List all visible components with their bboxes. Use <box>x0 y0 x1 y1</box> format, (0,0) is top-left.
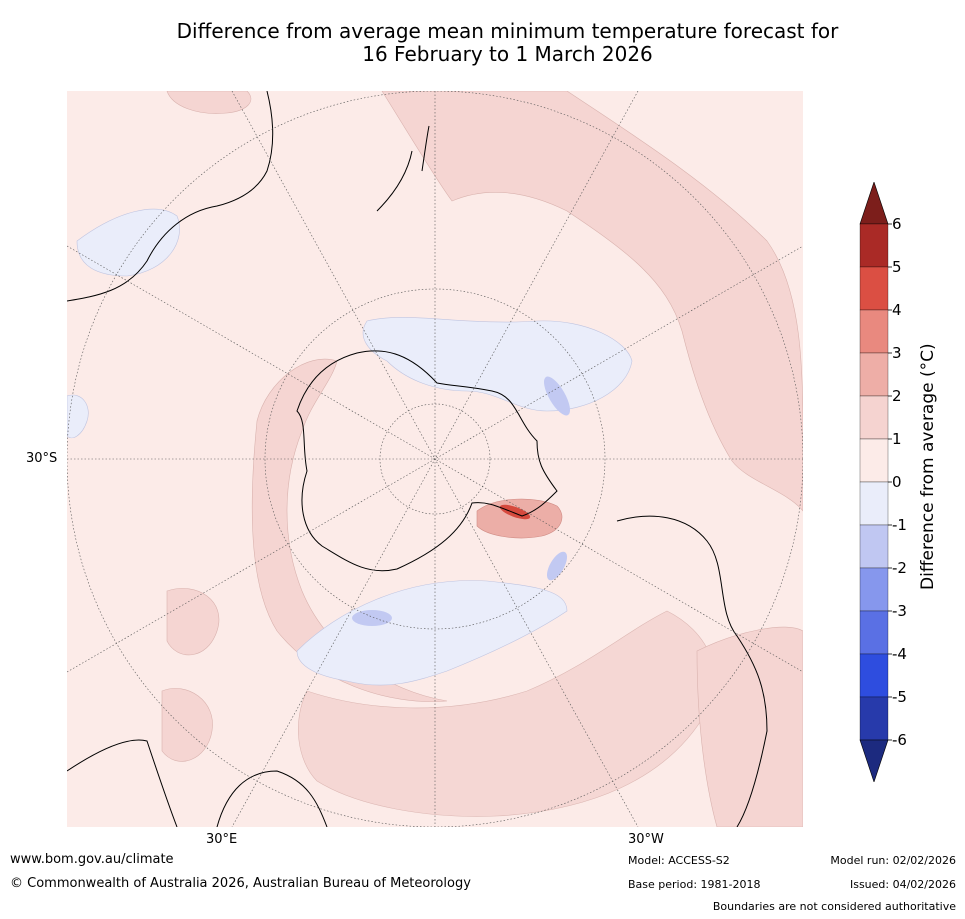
title-line-1: Difference from average mean minimum tem… <box>176 19 839 43</box>
colorbar-tick-label: 3 <box>892 344 902 362</box>
anomaly-patch-east <box>696 626 803 827</box>
lon-label-30e: 30°E <box>206 832 238 847</box>
map-title: Difference from average mean minimum tem… <box>0 20 965 66</box>
anomaly-cool-ross <box>296 580 568 686</box>
antarctica-coastline <box>296 350 558 572</box>
anomaly-cool-patch-3 <box>352 610 392 626</box>
colorbar-block <box>859 696 889 741</box>
colorbar-block <box>859 610 889 655</box>
lon-label-30w: 30°W <box>628 832 664 847</box>
colorbar-tick-label: -1 <box>892 516 907 534</box>
anomaly-patch-nw <box>166 91 252 114</box>
colorbar-tick-label: -2 <box>892 559 907 577</box>
colorbar-title: Difference from average (°C) <box>918 343 938 590</box>
colorbar-tick-label: -3 <box>892 602 907 620</box>
colorbar-block <box>859 309 889 354</box>
colorbar-tick-label: 0 <box>892 473 902 491</box>
colorbar-block <box>859 481 889 526</box>
colorbar-block <box>859 223 889 268</box>
colorbar-tick-label: -4 <box>892 645 907 663</box>
colorbar-block <box>859 524 889 569</box>
anomaly-cool-patch-2 <box>546 551 568 581</box>
colorbar-extend-max <box>859 182 889 225</box>
colorbar-extend-min <box>859 739 889 782</box>
footer-model-run: Model run: 02/02/2026 <box>830 854 956 867</box>
anomaly-band-pacific <box>381 91 803 512</box>
lat-label-30s: 30°S <box>26 451 58 466</box>
new-zealand-coastline <box>376 125 430 212</box>
anomaly-patch-west <box>166 588 220 656</box>
footer-issued: Issued: 04/02/2026 <box>849 878 956 891</box>
colorbar-tick-label: -6 <box>892 731 907 749</box>
anomaly-cool-indian <box>76 208 180 277</box>
colorbar-tick-label: 1 <box>892 430 902 448</box>
anomaly-cool-weddell <box>362 317 633 412</box>
colorbar-block <box>859 352 889 397</box>
colorbar-block <box>859 266 889 311</box>
colorbar-block <box>859 567 889 612</box>
colorbar-block <box>859 395 889 440</box>
colorbar: 6 5 4 3 2 1 0 -1 -2 -3 -4 -5 -6 <box>859 182 907 782</box>
anomaly-cool-patch-1 <box>544 376 570 416</box>
colorbar-block <box>859 653 889 698</box>
colorbar-tick-label: 6 <box>892 215 902 233</box>
footer-website[interactable]: www.bom.gov.au/climate <box>10 852 174 867</box>
footer-model: Model: ACCESS-S2 <box>628 854 730 867</box>
south-america-coastline <box>616 515 768 827</box>
polar-anomaly-map <box>67 91 803 827</box>
colorbar-tick-label: 4 <box>892 301 902 319</box>
footer-base-period: Base period: 1981-2018 <box>628 878 761 891</box>
graticule <box>67 91 803 827</box>
footer-copyright: © Commonwealth of Australia 2026, Austra… <box>10 876 471 891</box>
title-line-2: 16 February to 1 March 2026 <box>362 42 653 66</box>
anomaly-cool-left-edge <box>67 394 89 439</box>
colorbar-block <box>859 438 889 483</box>
anomaly-patch-southwest <box>161 688 213 762</box>
colorbar-tick-label: 5 <box>892 258 902 276</box>
footer-disclaimer: Boundaries are not considered authoritat… <box>712 900 956 913</box>
anomaly-warm-peninsula <box>476 498 563 539</box>
colorbar-tick-label: -5 <box>892 688 907 706</box>
australia-coastline <box>67 91 274 302</box>
colorbar-tick-label: 2 <box>892 387 902 405</box>
africa-coastline <box>67 739 328 827</box>
